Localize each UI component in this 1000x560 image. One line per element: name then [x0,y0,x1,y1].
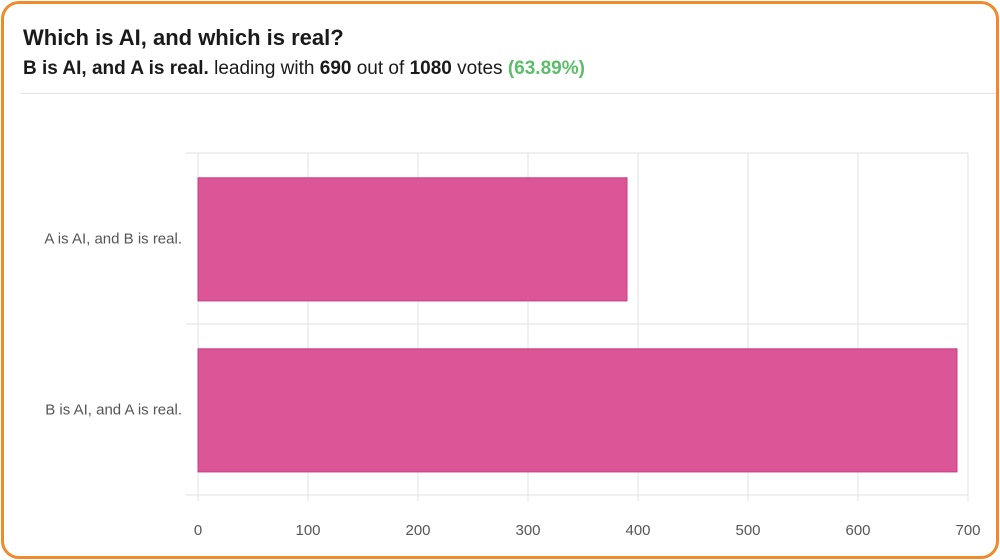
x-tick-label: 200 [405,522,430,539]
votes-text: votes [457,58,503,79]
leading-with-text: leading with [214,58,315,79]
poll-question: Which is AI, and which is real? [23,25,344,50]
category-label: A is AI, and B is real. [44,231,182,248]
poll-header: Which is AI, and which is real? B is AI,… [23,24,996,82]
total-votes: 1080 [409,58,452,79]
leader-votes: 690 [319,58,352,79]
x-tick-label: 700 [955,522,980,539]
category-label: B is AI, and A is real. [45,402,182,419]
bar [197,177,628,302]
x-tick-label: 400 [625,522,650,539]
x-tick-label: 300 [515,522,540,539]
header-divider [21,93,996,94]
leader-percent: (63.89%) [507,58,585,79]
bar [197,348,958,473]
out-of-text: out of [356,58,405,79]
x-tick-label: 500 [735,522,760,539]
x-tick-label: 100 [295,522,320,539]
x-tick-label: 0 [194,522,202,539]
leader-option: B is AI, and A is real. [23,58,209,79]
poll-summary: B is AI, and A is real. leading with 690… [23,56,996,82]
x-tick-label: 600 [845,522,870,539]
